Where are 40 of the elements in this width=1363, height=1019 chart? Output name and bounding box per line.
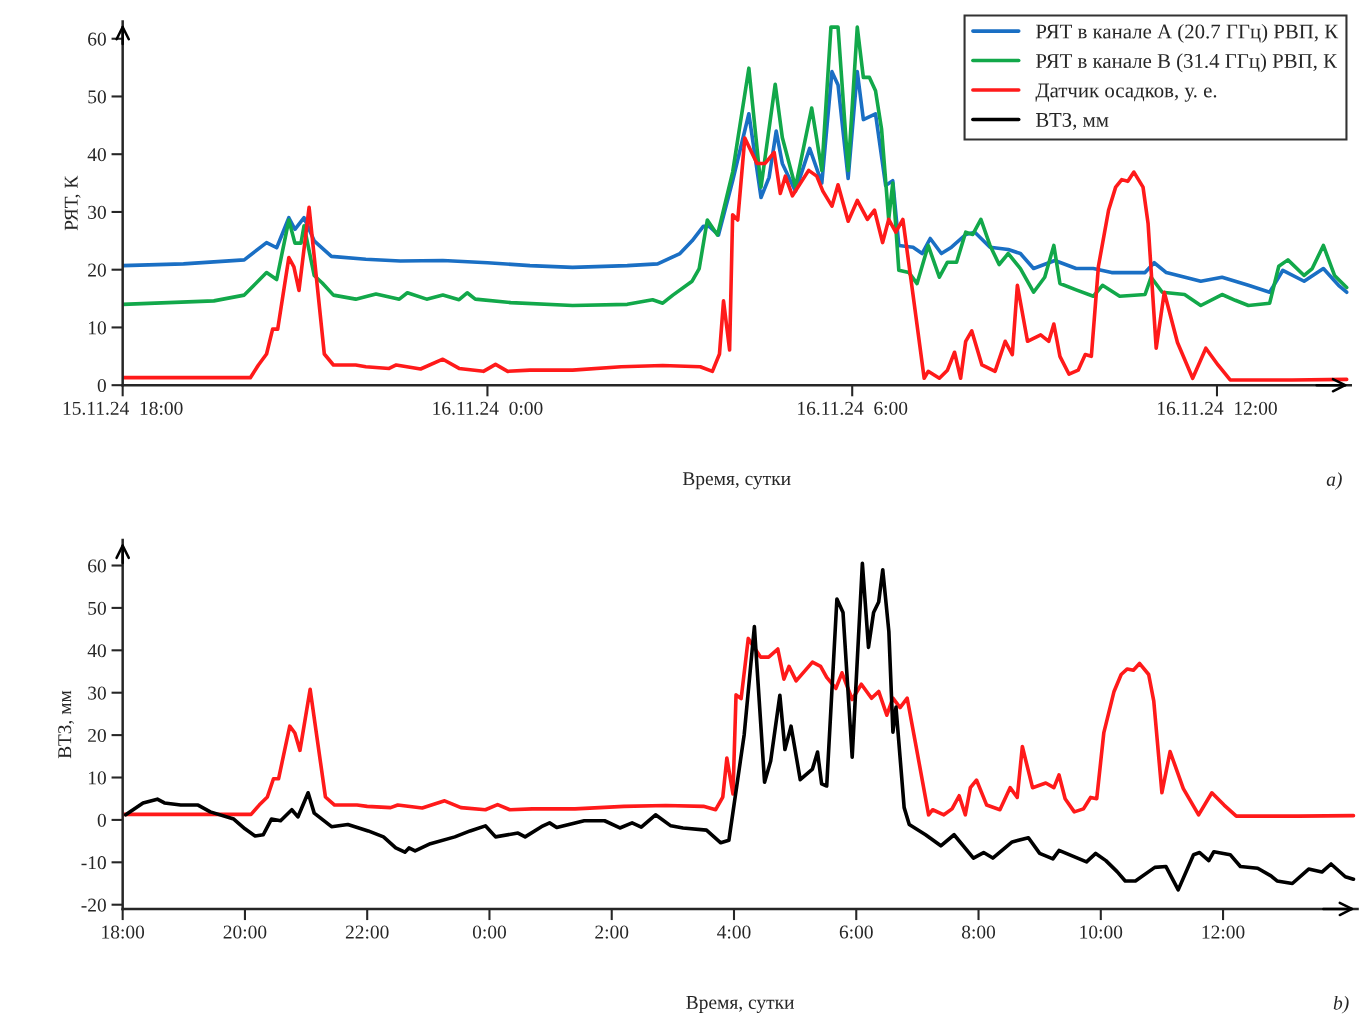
y-tick-label: -10 — [81, 856, 106, 870]
x-tick-label: 4:00 — [717, 925, 751, 939]
x-tick-label: 10:00 — [1080, 925, 1123, 939]
x-tick-label: 16.11.24 6:00 — [798, 401, 908, 415]
y-tick-label: 20 — [88, 263, 106, 277]
y-tick-label: 10 — [88, 771, 106, 785]
y-tick-label: 0 — [97, 813, 106, 827]
y-tick-label: 40 — [87, 644, 106, 658]
y-tick-label: 30 — [88, 686, 106, 700]
legend-label: ВТЗ, мм — [1035, 112, 1109, 130]
x-tick-label: 0:00 — [472, 925, 507, 939]
x-tick-label: 6:00 — [839, 925, 873, 939]
y-axis-title: ВТЗ, мм — [58, 690, 75, 759]
x-tick-label: 15.11.24 18:00 — [63, 401, 183, 415]
y-tick-label: 50 — [88, 90, 106, 104]
x-tick-label: 8:00 — [961, 925, 996, 939]
x-tick-label: 22:00 — [345, 925, 389, 939]
text: b) — [1333, 995, 1349, 1014]
legend-label: РЯТ в канале А (20.7 ГГц) РВП, К — [1035, 23, 1339, 43]
y-tick-label: 30 — [88, 205, 106, 219]
y-tick-label: 60 — [88, 32, 106, 46]
x-axis-title: Время, сутки — [686, 996, 795, 1013]
y-tick-label: 50 — [88, 601, 106, 615]
text: a) — [1326, 472, 1342, 490]
legend-label: Датчик осадков, у. е. — [1035, 83, 1217, 102]
legend-label: РЯТ в канале B (31.4 ГГц) РВП, К — [1035, 53, 1338, 73]
x-tick-label: 20:00 — [223, 925, 267, 939]
x-tick-label: 12:00 — [1202, 925, 1245, 939]
y-tick-label: -20 — [81, 898, 106, 912]
y-axis-title: РЯТ, К — [64, 175, 81, 231]
y-tick-label: 20 — [88, 728, 106, 743]
x-tick-label: 16.11.24 12:00 — [1158, 401, 1277, 415]
x-tick-label: 2:00 — [595, 925, 629, 939]
y-tick-label: 40 — [87, 148, 106, 162]
x-axis-title: Время, сутки — [682, 472, 791, 490]
y-tick-label: 60 — [88, 559, 106, 573]
y-tick-label: 0 — [97, 379, 106, 393]
x-tick-label: 16.11.24 0:00 — [433, 401, 543, 415]
x-tick-label: 18:00 — [102, 925, 145, 939]
y-tick-label: 10 — [88, 321, 106, 335]
